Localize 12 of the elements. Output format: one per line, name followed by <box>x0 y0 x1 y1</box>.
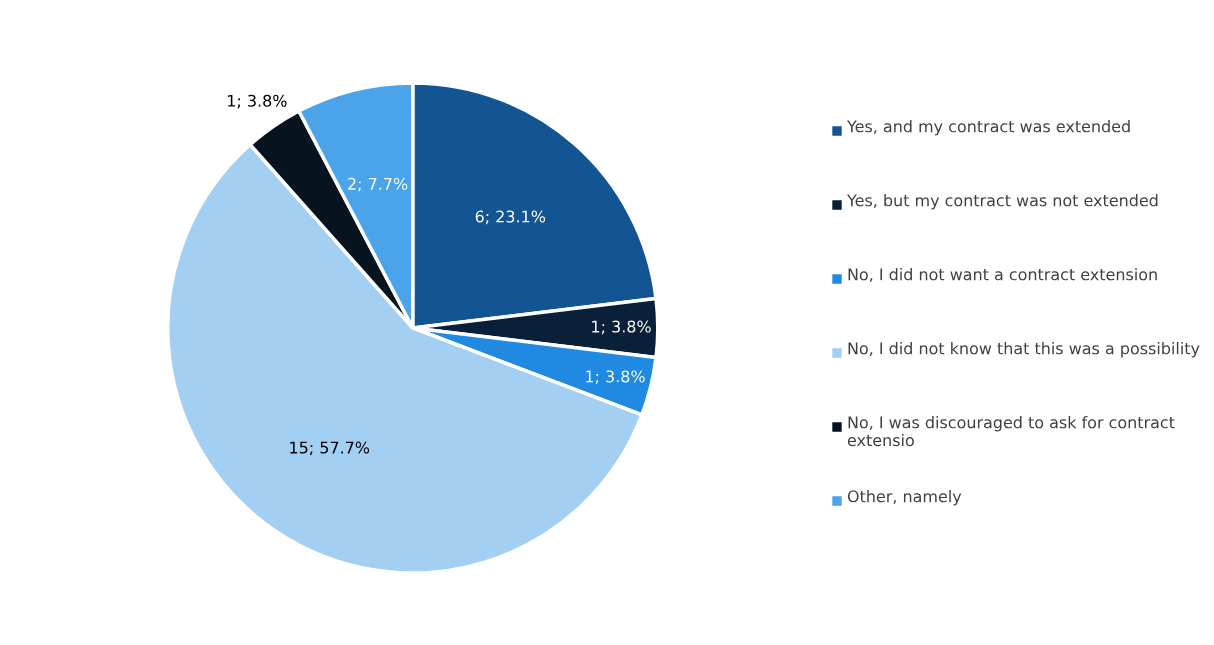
data-label: 1; 3.8% <box>592 320 651 335</box>
data-label: 15; 57.7% <box>290 441 370 456</box>
legend-label: Yes, but my contract was not extended <box>846 194 1158 210</box>
data-label: 1; 3.8% <box>228 94 287 109</box>
data-label: 2; 7.7% <box>348 177 408 192</box>
legend-label: No, I did not want a contract extension <box>848 268 1157 282</box>
legend-label: Other, namely <box>847 490 962 506</box>
data-label: 6; 23.1% <box>475 210 546 225</box>
legend-label: No, I was discouraged to ask for contract extensio <box>847 416 1175 447</box>
legend-label: Yes, and my contract was extended <box>846 120 1130 136</box>
legend-label: No, I did not know that this was a possibility <box>848 342 1200 358</box>
data-label: 1; 3.8% <box>586 370 645 385</box>
